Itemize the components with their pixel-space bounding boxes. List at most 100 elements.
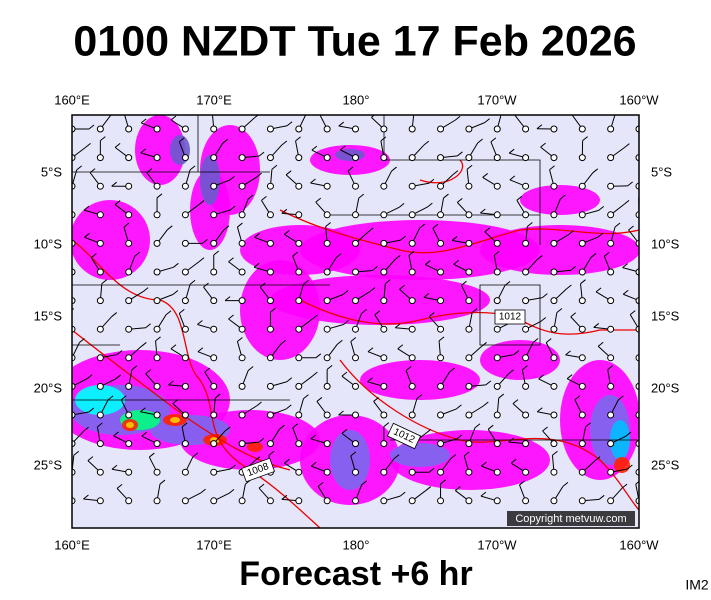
barb-flag: [97, 422, 103, 428]
wind-barb: [316, 397, 331, 419]
wind-barb: [516, 195, 530, 219]
station: [578, 440, 586, 448]
station: [295, 497, 303, 505]
barb-flag: [453, 259, 460, 265]
wind-barb: [292, 423, 303, 448]
station: [493, 239, 501, 247]
station: [238, 211, 246, 219]
wind-barb: [266, 404, 292, 419]
wind-barb: [380, 136, 388, 162]
barb-flag: [361, 480, 367, 486]
rain-cell: [480, 225, 639, 275]
barb-flag: [197, 347, 204, 353]
precipitation-field: [72, 115, 639, 505]
barb-flag: [312, 371, 318, 377]
station: [323, 325, 331, 333]
wind-barb: [295, 115, 307, 133]
barb-shaft: [72, 299, 73, 301]
station: [323, 411, 331, 419]
barb-flag: [651, 370, 656, 374]
wind-barb: [238, 366, 254, 390]
lon-label-bottom: 170°W: [477, 537, 517, 552]
wind-barb: [380, 454, 400, 476]
lon-label-top: 170°E: [196, 92, 232, 107]
station: [323, 382, 331, 390]
wind-barb: [595, 287, 615, 305]
barb-flag: [627, 181, 633, 187]
wind-barb: [509, 175, 530, 190]
station: [522, 468, 530, 476]
barb-shaft: [638, 157, 639, 158]
barb-flag: [623, 199, 630, 205]
barb-flag: [178, 137, 185, 143]
station: [153, 497, 161, 505]
barb-flag: [228, 488, 235, 494]
wind-barb: [482, 173, 501, 190]
barb-flag: [286, 377, 293, 383]
barb-flag: [319, 110, 324, 114]
barb-flag: [367, 377, 373, 383]
wind-barb: [607, 143, 630, 162]
station: [153, 468, 161, 476]
station: [465, 239, 473, 247]
station: [96, 182, 104, 190]
barb-flag: [512, 399, 519, 405]
barb-flag: [504, 281, 511, 286]
barb-flag: [400, 235, 406, 241]
barb-flag: [192, 452, 199, 458]
barb-flag: [367, 347, 374, 353]
barb-flag: [454, 115, 461, 121]
station: [153, 239, 161, 247]
barb-flag: [502, 109, 507, 113]
station: [493, 468, 501, 476]
station: [522, 211, 530, 219]
contour-label: 1008: [240, 457, 276, 483]
wind-barb: [380, 491, 406, 505]
barb-flag: [522, 365, 528, 371]
wind-barb: [266, 307, 276, 333]
wind-barb: [603, 251, 615, 276]
wind-barbs: [72, 109, 656, 505]
station: [408, 468, 416, 476]
station: [323, 268, 331, 276]
isobar: [279, 209, 639, 254]
station: [380, 297, 388, 305]
station: [465, 297, 473, 305]
barb-flag: [394, 323, 401, 329]
station: [125, 325, 133, 333]
station: [323, 211, 331, 219]
wind-barb: [493, 369, 514, 390]
wind-barb: [310, 461, 331, 476]
barb-flag: [83, 205, 90, 211]
station: [493, 354, 501, 362]
wind-barb: [311, 145, 331, 162]
barb-flag: [200, 488, 206, 494]
wind-barb: [178, 308, 189, 333]
station: [550, 354, 558, 362]
station: [522, 268, 530, 276]
station: [465, 468, 473, 476]
station: [125, 411, 133, 419]
station: [578, 354, 586, 362]
wind-barb: [628, 225, 639, 247]
wind-barb: [210, 175, 235, 190]
barb-flag: [256, 172, 262, 178]
station: [522, 239, 530, 247]
barb-flag: [315, 197, 322, 203]
lon-label-bottom: 160°E: [54, 537, 90, 552]
barb-flag: [141, 342, 147, 347]
station: [153, 382, 161, 390]
station: [493, 411, 501, 419]
station: [437, 154, 445, 162]
barb-flag: [181, 422, 188, 428]
wind-barb: [319, 110, 331, 133]
barb-flag: [624, 143, 630, 148]
station: [465, 268, 473, 276]
wind-barb: [456, 197, 473, 219]
barb-flag: [457, 151, 463, 157]
station: [295, 354, 303, 362]
barb-flag: [189, 165, 196, 171]
station: [607, 411, 615, 419]
wind-barb: [178, 137, 189, 162]
station: [522, 182, 530, 190]
